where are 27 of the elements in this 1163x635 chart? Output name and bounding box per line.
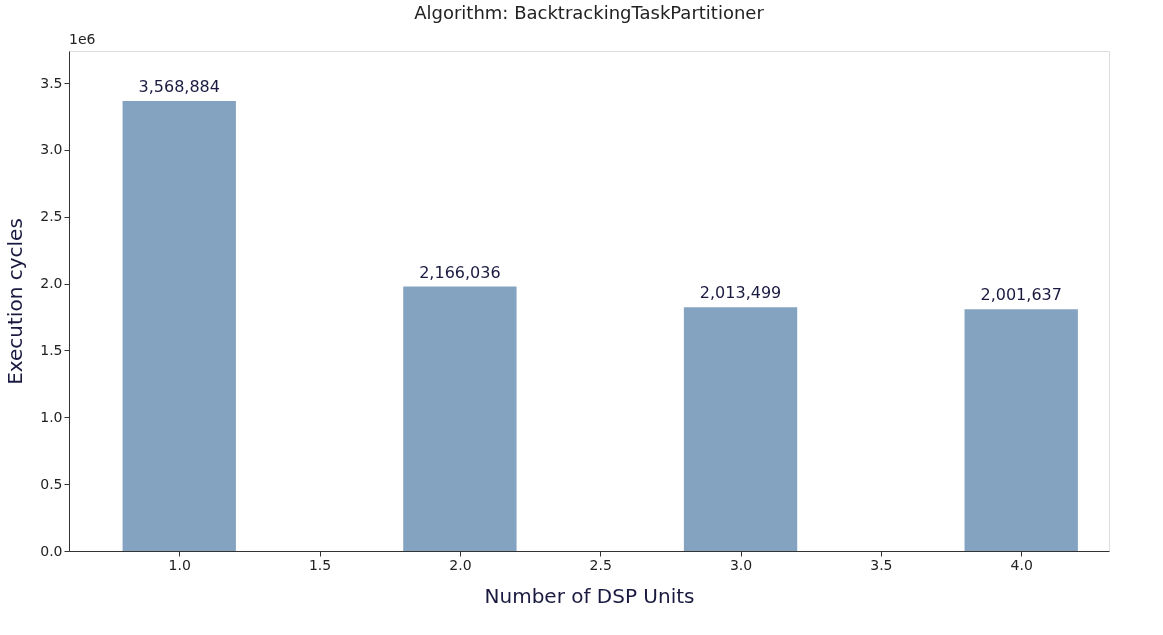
y-tick-label: 0.5	[40, 475, 63, 492]
text: 2,166,036	[419, 262, 501, 282]
x-tick-label: 3.0	[729, 556, 753, 573]
x-axis-title: Number of DSP Units	[484, 583, 695, 608]
bar	[964, 309, 1078, 551]
y-axis-title: Execution cycles	[3, 218, 28, 385]
bar	[403, 286, 517, 551]
bar	[122, 101, 236, 551]
chart-title: Algorithm: BacktrackingTaskPartitioner	[414, 2, 765, 23]
bar	[683, 307, 798, 551]
x-tick-label: 2.0	[449, 556, 472, 573]
text: 1e6	[69, 31, 96, 47]
text: 2,001,637	[980, 285, 1062, 305]
y-tick-label: 2.0	[40, 275, 63, 292]
text: 2,013,499	[699, 283, 782, 303]
y-tick-label: 3.5	[40, 74, 63, 91]
x-tick-label: 1.5	[308, 556, 332, 573]
y-tick-label: 3.0	[40, 141, 63, 158]
x-tick-label: 1.0	[168, 556, 191, 573]
y-tick-label: 1.5	[40, 341, 63, 358]
text: 3,568,884	[138, 77, 220, 96]
x-tick-label: 4.0	[1010, 556, 1033, 573]
x-tick-label: 3.5	[870, 556, 893, 573]
y-tick-label: 2.5	[40, 208, 63, 225]
y-tick-label: 1.0	[40, 408, 63, 425]
x-tick-label: 2.5	[589, 556, 612, 573]
y-tick-label: 0.0	[40, 542, 63, 559]
